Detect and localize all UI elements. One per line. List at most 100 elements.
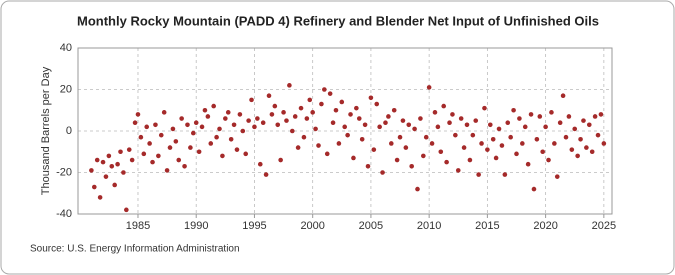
point [327,91,333,96]
point [249,97,254,103]
point [112,182,117,188]
point [257,161,263,167]
point [581,118,586,123]
point [400,118,406,123]
point [167,145,173,150]
point [252,124,257,130]
y-tick-label: 40 [60,42,72,54]
point [537,114,543,119]
y-axis-label: Thousand Barrels per Day [40,66,52,195]
point [278,157,283,163]
point [118,149,123,155]
point [223,116,228,121]
point [383,120,388,125]
point [176,157,182,163]
point [418,116,423,121]
point [304,116,310,121]
point [371,147,377,152]
point [601,141,607,146]
point [211,103,216,109]
point [193,120,199,125]
point [531,186,537,192]
point [173,139,179,144]
point [156,153,161,159]
point [231,122,237,128]
point [528,112,534,117]
point [281,110,286,115]
point [552,141,557,146]
point [365,163,371,169]
point [534,137,540,142]
point [132,120,138,125]
point [560,93,566,99]
point [403,145,409,150]
point [493,155,499,161]
point [525,161,531,167]
point [356,116,362,121]
point [135,112,141,117]
point [546,157,551,163]
point [351,155,356,161]
point [287,83,292,88]
point [429,141,435,146]
point [295,145,301,150]
point [292,114,298,119]
point [109,163,115,169]
point [228,137,234,142]
point [563,134,569,140]
point [455,168,461,173]
point [377,124,382,130]
point [499,143,505,148]
point [522,124,528,130]
point [208,141,214,146]
point [450,112,455,117]
point [336,141,342,146]
point [284,118,289,123]
point [319,101,324,107]
point [467,157,473,163]
point [595,132,601,138]
point [520,141,525,146]
point [374,101,380,107]
point [324,151,330,157]
x-tick-label: 2000 [300,220,324,232]
point [496,126,502,132]
point [502,172,508,177]
point [179,116,184,121]
x-tick-label: 2015 [475,220,499,232]
point [196,149,202,155]
point [391,107,397,113]
point [505,120,511,125]
point [185,122,190,128]
point [147,141,152,146]
point [584,145,589,150]
point [150,159,155,165]
point [438,149,444,155]
x-tick-label: 2020 [533,220,557,232]
point [566,114,572,119]
point [453,132,458,138]
point [316,143,321,148]
point [348,112,353,117]
x-tick-label: 2010 [417,220,441,232]
point [554,174,560,179]
point [126,147,132,152]
point [263,172,269,177]
point [92,184,97,190]
point [237,112,243,117]
point [115,161,120,167]
point [487,122,493,128]
point [129,157,135,163]
point [121,170,126,175]
point [220,153,225,159]
point [342,124,348,130]
point [432,110,438,115]
point [153,122,158,128]
point [406,122,412,128]
point [322,87,327,92]
point [240,128,246,134]
point [490,137,496,142]
point [380,170,385,175]
point [275,122,281,128]
point [444,159,449,165]
